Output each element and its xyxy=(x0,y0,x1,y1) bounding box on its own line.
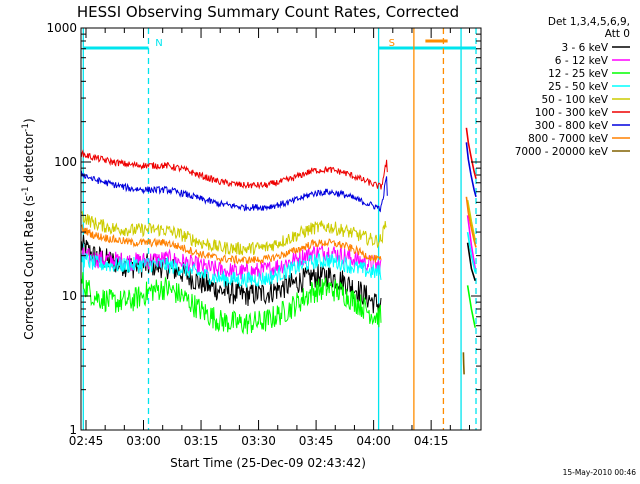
y-tick-label: 10 xyxy=(62,289,77,303)
y-tick-label: 1000 xyxy=(46,21,77,35)
series-tail-800-7000-kev xyxy=(465,196,477,248)
x-tick-label: 03:15 xyxy=(184,434,219,448)
chart-title: HESSI Observing Summary Count Rates, Cor… xyxy=(77,3,459,21)
series-tail-300-800-kev xyxy=(465,142,477,198)
x-axis-label: Start Time (25-Dec-09 02:43:42) xyxy=(170,456,366,470)
series-line-800-7000-kev xyxy=(81,224,382,266)
series-layer xyxy=(80,127,477,375)
series-line-300-800-kev xyxy=(80,170,388,213)
series-tail-6-12-kev xyxy=(466,215,476,269)
x-tick-label: 04:15 xyxy=(414,434,449,448)
legend-header-line-2: Att 0 xyxy=(605,28,630,40)
flag-label-n: N xyxy=(155,38,162,49)
x-tick-label: 03:30 xyxy=(241,434,276,448)
flag-label-s: S xyxy=(389,38,395,49)
legend-label-6-12-kev: 6 - 12 keV xyxy=(555,55,609,67)
legend-label-3-6-kev: 3 - 6 keV xyxy=(561,42,608,54)
legend-label-12-25-kev: 12 - 25 keV xyxy=(548,68,609,80)
y-tick-label: 1 xyxy=(69,423,77,437)
series-line-100-300-kev xyxy=(80,149,388,190)
observing-vlines xyxy=(82,28,477,430)
legend-header-line-1: Det 1,3,4,5,6,9, xyxy=(548,16,630,28)
y-axis-label: Corrected Count Rate (s-1 detector-1) xyxy=(21,118,36,339)
timestamp: 15-May-2010 00:46 xyxy=(563,468,637,477)
series-line-50-100-kev xyxy=(80,210,387,256)
series-tail-3-6-kev xyxy=(466,242,476,281)
series-tail-25-50-kev xyxy=(466,231,476,273)
plot-frame xyxy=(80,27,482,431)
legend-label-100-300-kev: 100 - 300 keV xyxy=(535,107,609,119)
x-tick-label: 03:45 xyxy=(299,434,334,448)
series-tail-12-25-kev xyxy=(466,285,476,328)
series-line-25-50-kev xyxy=(80,252,382,288)
x-tick-label: 04:00 xyxy=(356,434,391,448)
series-line-12-25-kev xyxy=(80,272,382,335)
series-tail-50-100-kev xyxy=(466,199,476,241)
x-tick-label: 03:00 xyxy=(126,434,161,448)
x-tick-label: 02:45 xyxy=(69,434,104,448)
legend-label-300-800-kev: 300 - 800 keV xyxy=(535,120,609,132)
legend-label-25-50-kev: 25 - 50 keV xyxy=(548,81,609,93)
legend-label-800-7000-kev: 800 - 7000 keV xyxy=(528,133,609,145)
legend-label-7000-20000-kev: 7000 - 20000 keV xyxy=(515,146,609,158)
axes: 1 10 100 1000 02:45 03:00 03:15 03:30 03:45 04:00… xyxy=(46,21,482,448)
legend-label-50-100-kev: 50 - 100 keV xyxy=(541,94,608,106)
series-tail-100-300-kev xyxy=(465,127,477,179)
series-tail-7000-20000-kev xyxy=(462,352,465,375)
y-tick-label: 100 xyxy=(54,155,77,169)
